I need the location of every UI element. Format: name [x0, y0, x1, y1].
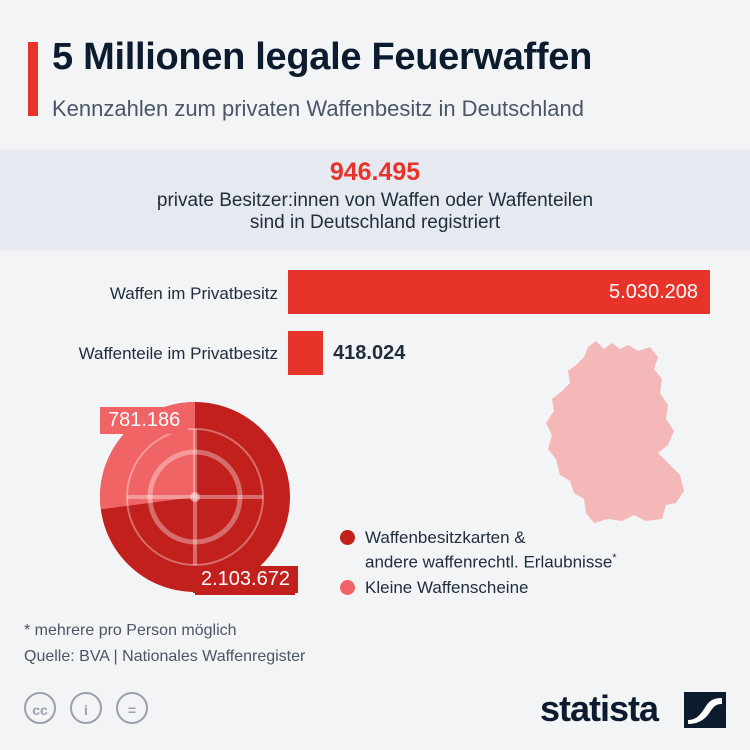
kpi-label-line1: private Besitzer:innen von Waffen oder W… — [156, 190, 594, 211]
bar-label-waffenteile: Waffenteile im Privatbesitz — [78, 344, 278, 363]
germany-map-shape — [546, 341, 684, 523]
legend-dot-dark — [340, 530, 355, 545]
legend-line1: Waffenbesitzkarten & — [365, 528, 526, 547]
legend-asterisk: * — [612, 552, 617, 564]
page-subtitle: Kennzahlen zum privaten Waffenbesitz in … — [52, 96, 584, 121]
kpi-box: 946.495 private Besitzer:innen von Waffe… — [0, 150, 750, 250]
attribution-icon[interactable]: i — [70, 692, 102, 724]
kpi-value: 946.495 — [329, 158, 421, 186]
bar-waffen: 5.030.208 — [288, 270, 710, 314]
statista-logo[interactable]: statista — [540, 688, 659, 729]
legend-text-waffenbesitzkarten: Waffenbesitzkarten & andere waffenrechtl… — [365, 528, 617, 573]
pie-label-waffenbesitzkarten: 2.103.672 — [193, 566, 298, 593]
kpi-label-line2: sind in Deutschland registriert — [249, 212, 501, 233]
cc-icon[interactable]: cc — [24, 692, 56, 724]
germany-map — [546, 341, 684, 523]
source-line: Quelle: BVA | Nationales Waffenregister — [24, 648, 306, 665]
pie-label-kleine-waffenscheine: 781.186 — [100, 407, 189, 434]
bar-waffenteile — [288, 331, 324, 375]
bar-label-waffen: Waffen im Privatbesitz — [109, 284, 278, 303]
bar-value-waffenteile: 418.024 — [333, 342, 406, 364]
crosshair-center — [190, 492, 200, 502]
title-accent-bar — [28, 42, 38, 116]
bar-value-waffen: 5.030.208 — [609, 281, 698, 303]
legend-line2: andere waffenrechtl. Erlaubnisse* — [365, 548, 617, 573]
footnote: * mehrere pro Person möglich — [24, 622, 237, 639]
legend-line2-text: andere waffenrechtl. Erlaubnisse — [365, 552, 613, 572]
page-title: 5 Millionen legale Feuerwaffen — [52, 36, 593, 78]
legend-text-kleine-waffenscheine: Kleine Waffenscheine — [365, 578, 529, 597]
legend-dot-light — [340, 580, 355, 595]
crosshair-outer-ring — [126, 428, 264, 566]
no-derivatives-icon[interactable]: = — [116, 692, 148, 724]
crosshair-inner-ring — [147, 449, 243, 545]
statista-logo-icon — [684, 692, 726, 728]
kpi-label: private Besitzer:innen von Waffen oder W… — [0, 190, 750, 234]
